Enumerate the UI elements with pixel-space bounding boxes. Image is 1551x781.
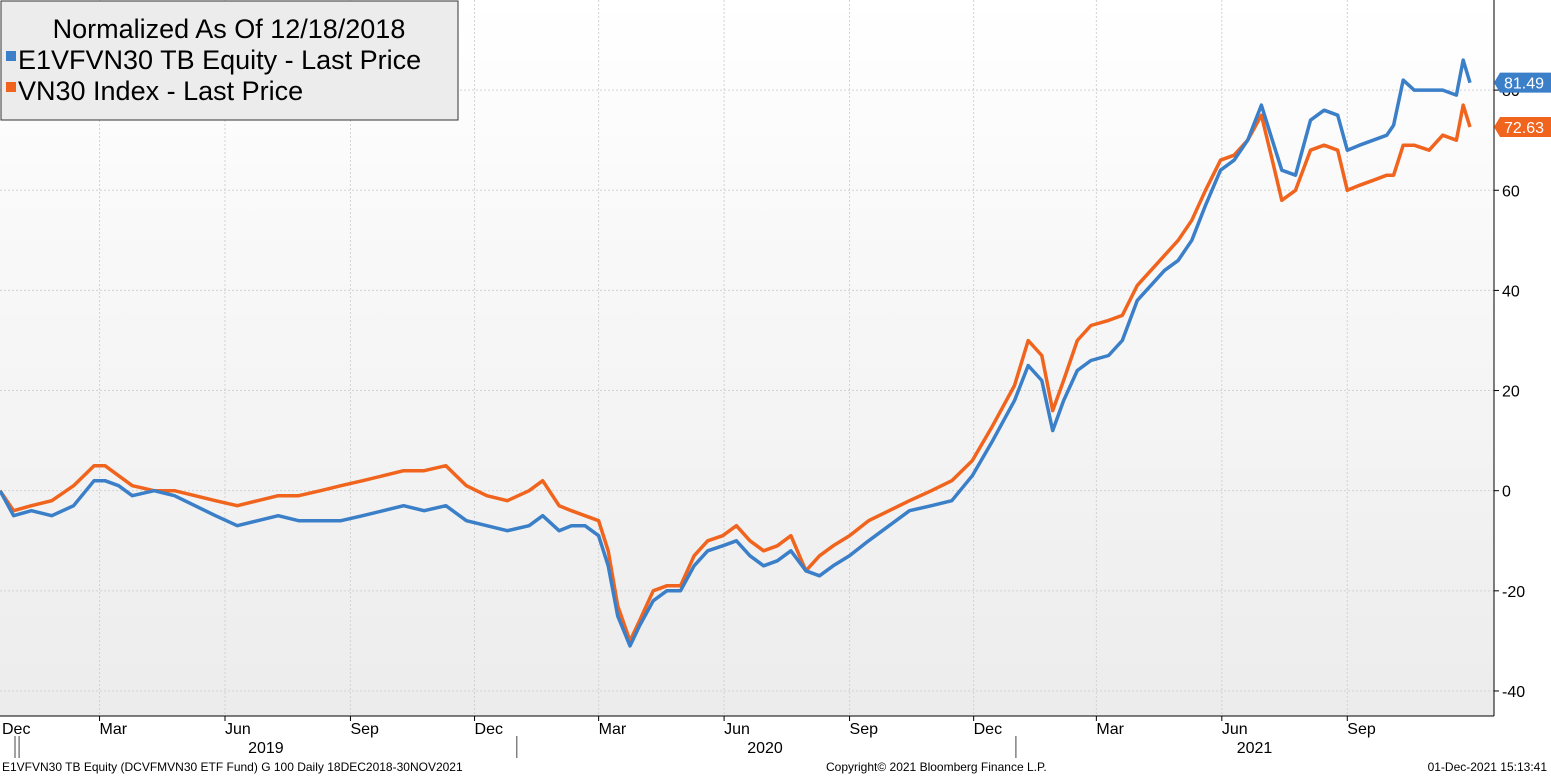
legend-label: VN30 Index - Last Price xyxy=(18,76,303,106)
last-value-tag: 81.49 xyxy=(1494,72,1551,93)
y-tick-label: 0 xyxy=(1502,484,1511,501)
legend-box xyxy=(0,0,459,121)
y-tick-label: 20 xyxy=(1502,384,1520,401)
footer-copyright: Copyright© 2021 Bloomberg Finance L.P. xyxy=(826,760,1047,774)
series-layer xyxy=(0,58,1472,648)
last-value-label: 81.49 xyxy=(1504,76,1544,93)
legend-swatch xyxy=(6,82,16,92)
x-month-label: Mar xyxy=(599,721,627,738)
footer-timestamp: 01-Dec-2021 15:13:41 xyxy=(1427,760,1547,774)
last-value-tag-bg xyxy=(1494,117,1551,138)
x-month-label: Jun xyxy=(225,721,251,738)
series-line xyxy=(0,58,1472,648)
x-month-label: Dec xyxy=(475,721,503,738)
x-year-label: 2020 xyxy=(747,740,783,757)
y-tick-label: -40 xyxy=(1502,684,1525,701)
series-line xyxy=(0,103,1472,643)
x-month-label: Dec xyxy=(974,721,1002,738)
legend-label: E1VFVN30 TB Equity - Last Price xyxy=(18,45,421,75)
x-month-label: Sep xyxy=(1347,721,1376,738)
x-year-label: 2021 xyxy=(1237,740,1273,757)
x-year-label: 2019 xyxy=(248,740,284,757)
chart-title: Normalized As Of 12/18/2018 xyxy=(53,14,406,44)
last-value-tag: 72.63 xyxy=(1494,117,1551,138)
x-month-label: Sep xyxy=(850,721,879,738)
x-month-label: Dec xyxy=(2,721,30,738)
x-month-label: Jun xyxy=(1222,721,1248,738)
y-tick-label: 60 xyxy=(1502,183,1520,200)
y-tick-label: -20 xyxy=(1502,584,1525,601)
y-tick-label: 40 xyxy=(1502,283,1520,300)
x-month-label: Jun xyxy=(724,721,750,738)
legend-swatch xyxy=(6,51,16,61)
x-month-label: Mar xyxy=(100,721,128,738)
x-month-label: Sep xyxy=(350,721,379,738)
x-month-label: Mar xyxy=(1096,721,1124,738)
last-value-tag-bg xyxy=(1494,72,1551,93)
grid xyxy=(0,0,1494,716)
footer-left: E1VFVN30 TB Equity (DCVFMVN30 ETF Fund) … xyxy=(2,760,463,774)
axes: -40-20020406080DecMarJunSepDecMarJunSepD… xyxy=(0,0,1551,758)
last-value-label: 72.63 xyxy=(1504,120,1544,137)
